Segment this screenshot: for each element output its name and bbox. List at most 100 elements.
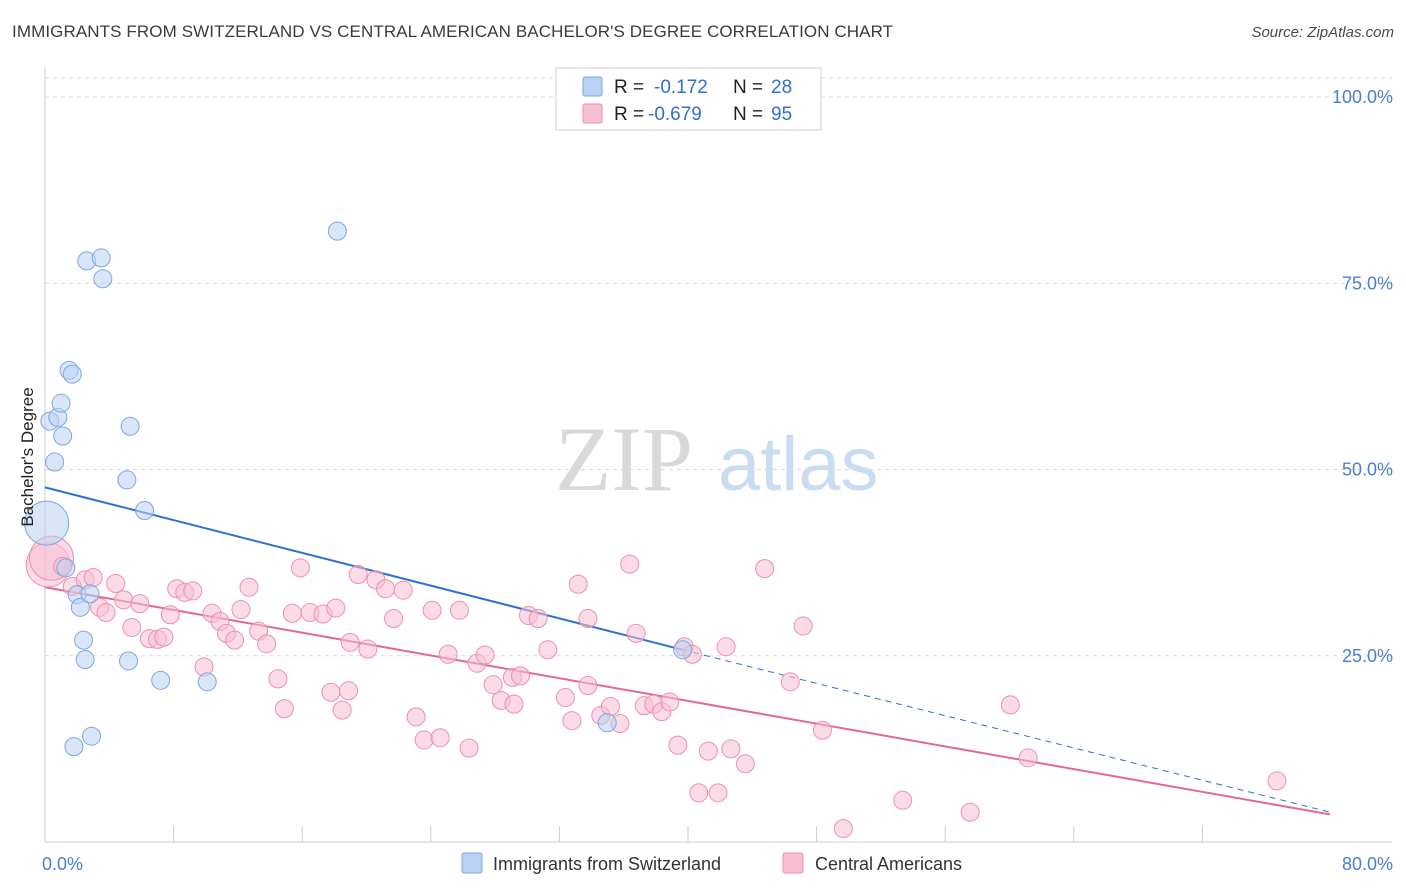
central-americans-point bbox=[475, 645, 495, 665]
switzerland-point bbox=[80, 584, 100, 604]
switzerland-point bbox=[70, 597, 90, 617]
central-americans-point bbox=[528, 609, 548, 628]
central-americans-point bbox=[698, 741, 718, 761]
central-americans-point bbox=[282, 603, 302, 623]
legend-n-value-2: 95 bbox=[771, 104, 792, 125]
central-americans-point bbox=[755, 559, 775, 579]
central-americans-point bbox=[1018, 748, 1038, 768]
central-americans-point bbox=[438, 644, 458, 664]
central-americans-point bbox=[290, 558, 310, 578]
switzerland-point bbox=[91, 248, 111, 268]
switzerland-point bbox=[53, 426, 73, 446]
switzerland-point bbox=[51, 393, 71, 413]
x-tick-label-80: 80.0% bbox=[1342, 854, 1393, 874]
central-americans-point bbox=[812, 720, 832, 740]
central-americans-point bbox=[793, 616, 813, 636]
central-americans-point bbox=[555, 687, 575, 707]
central-americans-point bbox=[321, 682, 341, 702]
central-americans-point bbox=[668, 735, 688, 755]
switzerland-point bbox=[119, 651, 139, 671]
chart-title: IMMIGRANTS FROM SWITZERLAND VS CENTRAL A… bbox=[12, 22, 894, 41]
central-americans-point bbox=[960, 802, 980, 822]
central-americans-point bbox=[340, 632, 360, 652]
central-americans-point bbox=[122, 617, 142, 637]
central-americans-point bbox=[660, 692, 680, 712]
watermark-zip: ZIP bbox=[555, 408, 693, 510]
central-americans-point bbox=[721, 739, 741, 759]
switzerland-point bbox=[117, 470, 137, 490]
central-americans-point bbox=[114, 590, 134, 610]
central-americans-point bbox=[689, 783, 709, 803]
central-americans-point bbox=[96, 603, 116, 623]
central-americans-point bbox=[716, 637, 736, 657]
legend-r-value-1: -0.172 bbox=[654, 77, 708, 98]
central-americans-point bbox=[239, 577, 259, 597]
central-americans-point bbox=[339, 681, 359, 701]
switzerland-point bbox=[56, 558, 76, 578]
switzerland-point bbox=[62, 364, 82, 384]
central-americans-point bbox=[833, 819, 853, 839]
central-americans-point bbox=[376, 579, 396, 599]
central-americans-point bbox=[268, 669, 288, 689]
central-americans-point bbox=[384, 609, 404, 628]
central-americans-point bbox=[160, 605, 180, 625]
legend-swatch-blue bbox=[582, 76, 603, 97]
central-americans-point bbox=[620, 554, 640, 574]
central-americans-point bbox=[225, 630, 245, 650]
central-americans-point bbox=[568, 574, 588, 594]
central-americans-point bbox=[562, 711, 582, 731]
central-americans-point bbox=[130, 594, 150, 614]
central-americans-point bbox=[708, 783, 728, 803]
central-americans-point bbox=[358, 639, 378, 659]
central-americans-point bbox=[459, 738, 479, 758]
switzerland-point bbox=[75, 649, 95, 669]
central-americans-point bbox=[332, 700, 352, 720]
switzerland-point bbox=[45, 452, 65, 472]
bottom-legend-label-central-americans: Central Americans bbox=[815, 854, 962, 874]
legend-n-value-1: 28 bbox=[771, 77, 792, 98]
switzerland-point bbox=[64, 737, 84, 757]
y-tick-label-25: 25.0% bbox=[1342, 646, 1393, 666]
x-tick-label-0: 0.0% bbox=[42, 854, 83, 874]
central-americans-point bbox=[626, 623, 646, 643]
bottom-legend-swatch-pink bbox=[782, 852, 804, 874]
central-americans-point bbox=[1000, 695, 1020, 715]
central-americans-point bbox=[483, 675, 503, 695]
axes: 25.0% 50.0% 75.0% 100.0% 0.0% 80.0% bbox=[42, 68, 1393, 874]
bottom-legend-label-switzerland: Immigrants from Switzerland bbox=[493, 854, 721, 874]
central-americans-point bbox=[231, 600, 251, 620]
switzerland-point bbox=[74, 630, 94, 650]
switzerland-point bbox=[135, 500, 155, 520]
central-americans-point bbox=[430, 728, 450, 748]
switzerland-point bbox=[93, 269, 113, 289]
switzerland-point bbox=[151, 670, 171, 690]
switzerland-point bbox=[597, 713, 617, 733]
y-tick-label-75: 75.0% bbox=[1342, 273, 1393, 293]
central-americans-point bbox=[1267, 771, 1287, 791]
central-americans-point bbox=[735, 754, 755, 774]
central-americans-point bbox=[348, 565, 368, 585]
switzerland-point bbox=[120, 416, 140, 436]
central-americans-point bbox=[600, 696, 620, 716]
trend-line-central-americans bbox=[44, 586, 1331, 816]
legend-r-label-2: R = bbox=[614, 104, 644, 125]
central-americans-point bbox=[449, 600, 469, 620]
central-americans-point bbox=[780, 672, 800, 692]
central-americans-point bbox=[422, 600, 442, 620]
central-americans-point bbox=[257, 634, 277, 654]
central-americans-point bbox=[578, 609, 598, 628]
data-points bbox=[24, 221, 1287, 839]
switzerland-point bbox=[197, 672, 217, 692]
legend-r-value-2: -0.679 bbox=[648, 104, 702, 125]
central-americans-point bbox=[893, 790, 913, 810]
legend-n-label-2: N = bbox=[733, 104, 763, 125]
switzerland-point bbox=[24, 500, 70, 546]
central-americans-point bbox=[406, 707, 426, 727]
central-americans-point bbox=[538, 640, 558, 660]
legend: R = -0.172 N = 28 R = -0.679 N = 95 bbox=[555, 67, 822, 131]
source-label: Source: ZipAtlas.com bbox=[1251, 24, 1394, 41]
central-americans-point bbox=[393, 580, 413, 600]
switzerland-point bbox=[82, 726, 102, 746]
central-americans-point bbox=[504, 694, 524, 714]
